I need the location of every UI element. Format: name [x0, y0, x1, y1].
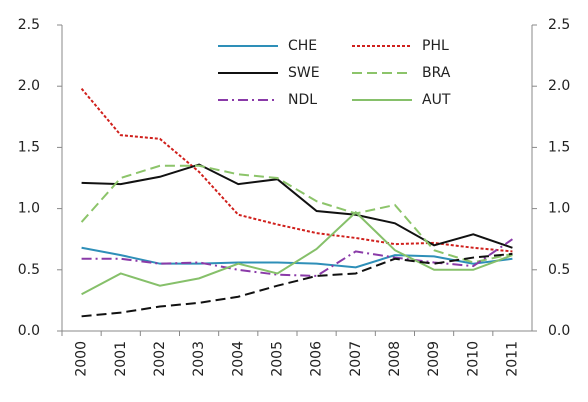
y-tick-label: 1.5: [18, 139, 40, 155]
y2-tick-label: 1.5: [548, 139, 570, 155]
x-tick-label: 2006: [309, 341, 325, 377]
x-tick-label: 2011: [504, 341, 520, 377]
x-tick-label: 2001: [113, 341, 129, 377]
x-tick-label: 2007: [348, 341, 364, 377]
x-tick-label: 2002: [152, 341, 168, 377]
legend-label: CHE: [288, 38, 317, 54]
y-tick-label: 2.5: [18, 17, 40, 33]
series-line: [80, 164, 513, 264]
y-tick-label: 0.5: [18, 262, 40, 278]
y-tick-label: 0.0: [18, 323, 40, 339]
y2-tick-label: 2.5: [548, 17, 570, 33]
x-tick-label: 2009: [426, 341, 442, 377]
x-tick-label: 2010: [465, 341, 481, 377]
x-tick-label: 2003: [191, 341, 207, 377]
legend-label: SWE: [288, 65, 320, 81]
y-tick-label: 1.0: [18, 201, 40, 217]
y2-tick-label: 2.0: [548, 78, 570, 94]
legend-label: NDL: [288, 92, 317, 108]
series-line: [81, 163, 513, 249]
x-tick-label: 2008: [387, 341, 403, 377]
y2-tick-label: 1.0: [548, 201, 570, 217]
series-line: [81, 210, 513, 296]
series-line: [81, 252, 513, 318]
series-line: [81, 246, 513, 269]
y2-tick-label: 0.5: [548, 262, 570, 278]
legend-label: PHL: [422, 38, 449, 54]
y2-tick-label: 0.0: [548, 323, 570, 339]
series-line: [80, 88, 513, 253]
x-tick-label: 2004: [230, 341, 246, 377]
legend-label: AUT: [422, 92, 451, 108]
legend-label: BRA: [422, 65, 451, 81]
x-tick-label: 2000: [74, 341, 90, 377]
x-tick-label: 2005: [269, 341, 285, 377]
y-tick-label: 2.0: [18, 78, 40, 94]
